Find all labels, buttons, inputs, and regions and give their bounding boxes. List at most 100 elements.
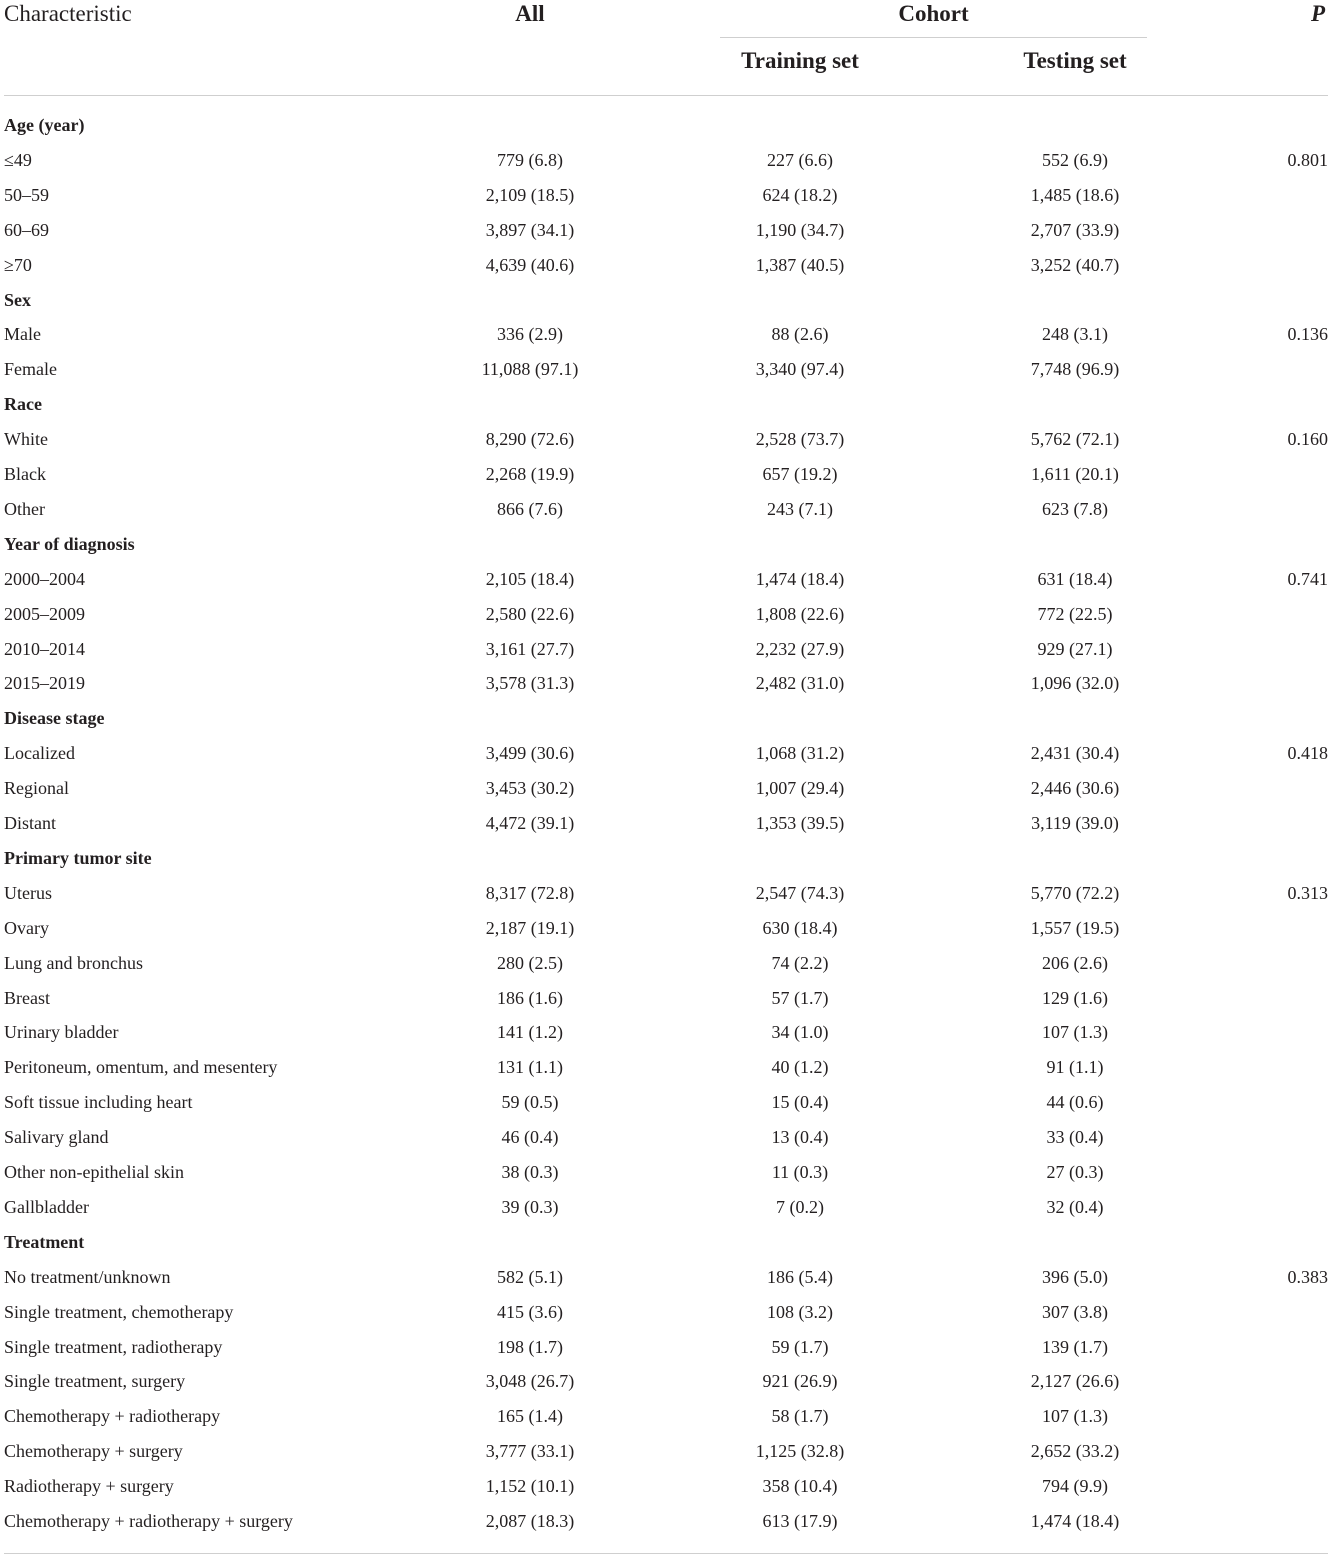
cell-training: 921 (26.9)	[762, 1371, 838, 1392]
row-label: 2005–2009	[4, 603, 85, 624]
row-label: Single treatment, radiotherapy	[4, 1336, 223, 1357]
cell-training: 59 (1.7)	[771, 1336, 829, 1357]
cell-all: 2,109 (18.5)	[485, 184, 575, 205]
row-label: Soft tissue including heart	[4, 1092, 193, 1113]
cell-testing: 552 (6.9)	[1042, 149, 1108, 170]
cell-all: 8,317 (72.8)	[485, 882, 575, 903]
cell-training: 58 (1.7)	[771, 1406, 829, 1427]
cell-training: 624 (18.2)	[762, 184, 838, 205]
header-cohort: Cohort	[898, 1, 969, 26]
table-row: Lung and bronchus 280 (2.5) 74 (2.2) 206 (2…	[0, 946, 1333, 981]
cell-all: 415 (3.6)	[497, 1301, 563, 1322]
table-row: ≤49 779 (6.8) 227 (6.6) 552 (6.9) 0.801	[0, 143, 1333, 178]
table-row: Female 11,088 (97.1) 3,340 (97.4) 7,748 (96…	[0, 352, 1333, 387]
cell-all: 1,152 (10.1)	[485, 1476, 575, 1497]
row-label: Salivary gland	[4, 1127, 109, 1148]
cell-testing: 107 (1.3)	[1042, 1022, 1108, 1043]
row-label: Black	[4, 464, 46, 484]
cell-testing: 44 (0.6)	[1046, 1092, 1104, 1113]
row-label: ≥70	[4, 254, 32, 275]
row-label: 2010–2014	[4, 638, 85, 659]
row-label: Distant	[4, 813, 56, 833]
cell-testing: 139 (1.7)	[1042, 1336, 1108, 1357]
row-label: Localized	[4, 743, 75, 764]
row-label: Chemotherapy + radiotherapy + surgery	[4, 1511, 293, 1531]
section-row: Sex	[0, 283, 1333, 318]
section-label: Age (year)	[4, 115, 85, 135]
table-row: 2005–2009 2,580 (22.6) 1,808 (22.6) 772 (22…	[0, 597, 1333, 632]
cell-all: 3,453 (30.2)	[485, 778, 575, 799]
cell-testing: 2,446 (30.6)	[1030, 778, 1120, 799]
cell-all: 336 (2.9)	[497, 324, 563, 345]
cell-all: 3,777 (33.1)	[485, 1441, 575, 1462]
cell-testing: 107 (1.3)	[1042, 1406, 1108, 1427]
cell-training: 108 (3.2)	[767, 1301, 833, 1322]
cell-training: 15 (0.4)	[771, 1092, 829, 1113]
row-label: 60–69	[4, 219, 49, 240]
cell-p-value: 0.136	[1287, 324, 1329, 345]
row-label: 50–59	[4, 184, 49, 205]
cell-testing: 2,127 (26.6)	[1030, 1371, 1120, 1392]
cell-all: 39 (0.3)	[501, 1196, 559, 1217]
cell-all: 4,472 (39.1)	[485, 813, 575, 833]
table-row: Soft tissue including heart 59 (0.5) 15 (0…	[0, 1085, 1333, 1120]
cell-training: 1,190 (34.7)	[755, 219, 845, 240]
cell-all: 131 (1.1)	[497, 1057, 563, 1078]
cell-training: 88 (2.6)	[771, 324, 829, 345]
cell-all: 866 (7.6)	[497, 498, 563, 519]
header-rule	[4, 95, 1328, 96]
cell-training: 57 (1.7)	[771, 987, 829, 1008]
row-label: Chemotherapy + surgery	[4, 1441, 183, 1462]
row-label: Uterus	[4, 882, 52, 903]
table-row: 2015–2019 3,578 (31.3) 2,482 (31.0) 1,096 (…	[0, 666, 1333, 701]
row-label: 2015–2019	[4, 673, 85, 694]
table-row: Peritoneum, omentum, and mesentery 131 (1…	[0, 1050, 1333, 1085]
cell-training: 613 (17.9)	[762, 1511, 838, 1531]
cell-training: 1,007 (29.4)	[755, 778, 845, 799]
table-row: Regional 3,453 (30.2) 1,007 (29.4) 2,446 (3…	[0, 771, 1333, 806]
cell-p-value: 0.383	[1287, 1266, 1329, 1287]
row-label: Other	[4, 498, 45, 519]
cell-testing: 1,485 (18.6)	[1030, 184, 1120, 205]
cell-testing: 929 (27.1)	[1037, 638, 1113, 659]
cell-testing: 1,474 (18.4)	[1030, 1511, 1120, 1531]
cell-training: 2,232 (27.9)	[755, 638, 845, 659]
cell-all: 2,105 (18.4)	[485, 568, 575, 589]
cell-all: 38 (0.3)	[501, 1162, 559, 1182]
table-row: Localized 3,499 (30.6) 1,068 (31.2) 2,431 (…	[0, 736, 1333, 771]
cell-all: 8,290 (72.6)	[485, 429, 575, 450]
cell-training: 1,353 (39.5)	[755, 813, 845, 833]
cohort-underline	[720, 37, 1147, 38]
cell-all: 3,161 (27.7)	[485, 638, 575, 659]
cell-testing: 32 (0.4)	[1046, 1196, 1104, 1217]
table-row: Uterus 8,317 (72.8) 2,547 (74.3) 5,770 (72.…	[0, 876, 1333, 911]
cell-all: 11,088 (97.1)	[481, 359, 579, 380]
table-row: Breast 186 (1.6) 57 (1.7) 129 (1.6)	[0, 981, 1333, 1016]
cell-training: 13 (0.4)	[771, 1127, 829, 1148]
table-row: 2000–2004 2,105 (18.4) 1,474 (18.4) 631 (18…	[0, 562, 1333, 597]
table-row: Salivary gland 46 (0.4) 13 (0.4) 33 (0.4)	[0, 1120, 1333, 1155]
cell-testing: 3,252 (40.7)	[1030, 254, 1120, 275]
table-row: Black 2,268 (19.9) 657 (19.2) 1,611 (20.1)	[0, 457, 1333, 492]
table-row: Radiotherapy + surgery 1,152 (10.1) 358 (1…	[0, 1469, 1333, 1504]
cell-all: 198 (1.7)	[497, 1336, 563, 1357]
cell-training: 1,808 (22.6)	[755, 603, 845, 624]
table-row: Chemotherapy + surgery 3,777 (33.1) 1,125 …	[0, 1434, 1333, 1469]
cell-p-value: 0.313	[1287, 882, 1329, 903]
cell-training: 1,387 (40.5)	[755, 254, 845, 275]
cell-all: 141 (1.2)	[497, 1022, 563, 1043]
cell-all: 4,639 (40.6)	[485, 254, 575, 275]
row-label: Ovary	[4, 917, 49, 938]
cell-training: 2,528 (73.7)	[755, 429, 845, 450]
cell-training: 7 (0.2)	[776, 1196, 824, 1217]
table-row: Other 866 (7.6) 243 (7.1) 623 (7.8)	[0, 492, 1333, 527]
row-label: Peritoneum, omentum, and mesentery	[4, 1057, 278, 1078]
cell-testing: 2,652 (33.2)	[1030, 1441, 1120, 1462]
cell-testing: 91 (1.1)	[1046, 1057, 1104, 1078]
table-row: Male 336 (2.9) 88 (2.6) 248 (3.1) 0.136	[0, 317, 1333, 352]
cell-testing: 33 (0.4)	[1046, 1127, 1104, 1148]
table-row: Single treatment, surgery 3,048 (26.7) 921…	[0, 1364, 1333, 1399]
cell-testing: 1,557 (19.5)	[1030, 917, 1120, 938]
row-label: Single treatment, surgery	[4, 1371, 186, 1392]
table-row: Ovary 2,187 (19.1) 630 (18.4) 1,557 (19.5)	[0, 911, 1333, 946]
